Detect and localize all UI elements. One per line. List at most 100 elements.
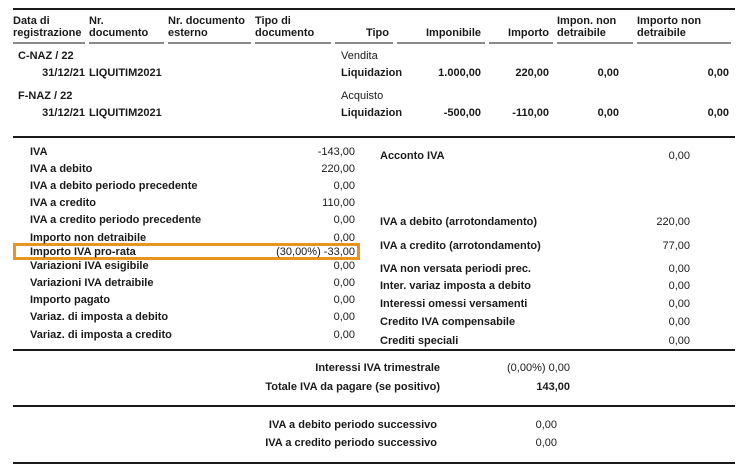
importo-value: 220,00 [515,67,549,79]
summary-value: 0,00 [668,150,690,162]
summary-value: 0,00 [668,263,690,275]
summary-value: 0,00 [333,231,355,244]
section-divider [13,405,735,408]
summary-value: 0,00 [333,259,355,272]
totals-row-totale-iva-da-pagare: Totale IVA da pagare (se positivo) 143,0… [13,377,735,396]
summary-label: IVA [30,145,48,158]
summary-label: Variazioni IVA detraibile [30,277,154,290]
column-header-data-registrazione: Data di registrazione [13,13,85,44]
impon-non-detraibile-value: 0,00 [597,107,619,119]
summary-label: Importo IVA pro-rata [30,245,136,258]
summary-row-variaz-di-imposta-a-credito: Variaz. di imposta a credito 0,00 [13,326,358,343]
next-period-value: 0,00 [535,437,557,450]
column-header-nr-documento: Nr. documento [89,13,164,44]
summary-value: 0,00 [668,335,690,347]
imponibile-value: -500,00 [443,107,481,119]
summary-row-iva: IVA -143,00 [13,143,358,160]
importo-non-detraibile-value: 0,00 [707,107,729,119]
summary-label: Importo non detraibile [30,231,147,244]
registration-date: 31/12/21 [42,67,85,79]
iva-liquidation-report: Data di registrazione Nr. documento Nr. … [0,8,748,464]
summary-value: 220,00 [321,162,355,175]
summary-label: IVA a credito (arrotondamento) [380,240,541,252]
next-period-row-iva-a-debito-successivo: IVA a debito periodo successivo 0,00 [13,416,735,434]
summary-row-variaz-di-imposta-a-debito: Variaz. di imposta a debito 0,00 [13,309,358,326]
summary-label: Interessi omessi versamenti [380,298,528,310]
column-header-impon-non-detraibile: Impon. non detraibile [557,13,633,44]
summary-row-credito-iva-compensabile: Credito IVA compensabile 0,00 [380,314,690,330]
table-row-document-cnaz: 31/12/21 LIQUITIM2021 Liquidazion 1.000,… [13,65,735,82]
section-divider [13,136,735,138]
summary-value: 0,00 [668,298,690,310]
importo-value: -110,00 [512,107,549,119]
next-period-section: IVA a debito periodo successivo 0,00 IVA… [13,407,735,462]
summary-label: IVA a credito [30,197,97,210]
summary-value: 0,00 [668,316,690,328]
summary-label: Acconto IVA [380,150,445,162]
document-type: Liquidazion [341,107,403,119]
summary-label: Variaz. di imposta a debito [30,311,169,324]
next-period-label: IVA a credito periodo successivo [265,437,437,450]
document-number: LIQUITIM2021 [89,67,162,79]
summary-label: IVA non versata periodi prec. [380,263,531,275]
column-header-nr-documento-esterno: Nr. documento esterno [168,13,251,44]
next-period-row-iva-a-credito-successivo: IVA a credito periodo successivo 0,00 [13,434,735,452]
summary-value: 77,00 [662,240,690,252]
document-number: LIQUITIM2021 [89,107,162,119]
summary-row-inter-variaz-imposta-a-debito: Inter. variaz imposta a debito 0,00 [380,278,690,294]
summary-row-acconto-iva: Acconto IVA 0,00 [380,148,690,164]
summary-label: Variazioni IVA esigibile [30,259,149,272]
totals-section: Interessi IVA trimestrale (0,00%) 0,00 T… [13,351,735,405]
summary-label: Credito IVA compensabile [380,316,516,328]
column-header-tipo: Tipo [335,13,393,44]
operation-type: Acquisto [341,90,384,102]
summary-row-variazioni-iva-esigibile: Variazioni IVA esigibile 0,00 [13,257,358,274]
summary-value: -143,00 [317,145,355,158]
summary-value: 0,00 [333,277,355,290]
summary-value: 0,00 [668,280,690,292]
summary-row-interessi-omessi-versamenti: Interessi omessi versamenti 0,00 [380,296,690,312]
summary-label: Variaz. di imposta a credito [30,328,172,341]
summary-label: Inter. variaz imposta a debito [380,280,531,292]
iva-summary-left-column: IVA -143,00 IVA a debito 220,00 IVA a de… [13,143,360,343]
summary-label: Crediti speciali [380,335,459,347]
totals-value: (0,00%) 0,00 [507,361,570,374]
imponibile-value: 1.000,00 [438,67,481,79]
summary-label: IVA a debito [30,162,93,175]
summary-value: 220,00 [656,216,690,228]
registration-date: 31/12/21 [42,107,85,119]
documents-table-header: Data di registrazione Nr. documento Nr. … [13,13,735,44]
summary-row-iva-a-credito: IVA a credito 110,00 [13,195,358,212]
summary-row-importo-iva-pro-rata-highlighted: Importo IVA pro-rata (30,00%) -33,00 [13,243,360,261]
column-header-importo-non-detraibile: Importo non detraibile [637,13,731,44]
summary-row-crediti-speciali: Crediti speciali 0,00 [380,333,690,349]
table-row-document-fnaz: 31/12/21 LIQUITIM2021 Liquidazion -500,0… [13,105,735,122]
totals-label: Interessi IVA trimestrale [315,361,440,374]
next-period-value: 0,00 [535,419,557,432]
summary-row-iva-a-credito-periodo-precedente: IVA a credito periodo precedente 0,00 [13,212,358,229]
section-divider [13,349,735,352]
column-header-importo: Importo [489,13,553,44]
summary-row-iva-a-debito-arrotondamento: IVA a debito (arrotondamento) 220,00 [380,214,690,230]
operation-type: Vendita [341,50,378,62]
summary-row-iva-a-credito-arrotondamento: IVA a credito (arrotondamento) 77,00 [380,238,690,254]
next-period-label: IVA a debito periodo successivo [268,419,437,432]
summary-label: Importo pagato [30,294,111,307]
summary-row-iva-a-debito-periodo-precedente: IVA a debito periodo precedente 0,00 [13,177,358,194]
totals-label: Totale IVA da pagare (se positivo) [265,380,440,393]
register-code: C-NAZ / 22 [18,50,74,62]
summary-label: IVA a credito periodo precedente [30,214,202,227]
column-header-imponibile: Imponibile [397,13,485,44]
totals-value: 143,00 [536,380,570,393]
importo-non-detraibile-value: 0,00 [707,67,729,79]
summary-label: IVA a debito (arrotondamento) [380,216,538,228]
summary-row-importo-pagato: Importo pagato 0,00 [13,292,358,309]
impon-non-detraibile-value: 0,00 [597,67,619,79]
document-type: Liquidazion [341,67,403,79]
table-row-group-cnaz: C-NAZ / 22 Vendita [13,48,735,65]
summary-row-importo-non-detraibile: Importo non detraibile 0,00 [13,229,358,246]
summary-row-variazioni-iva-detraibile: Variazioni IVA detraibile 0,00 [13,275,358,292]
summary-value: 0,00 [333,179,355,192]
summary-row-iva-a-debito: IVA a debito 220,00 [13,160,358,177]
table-row-group-fnaz: F-NAZ / 22 Acquisto [13,88,735,105]
